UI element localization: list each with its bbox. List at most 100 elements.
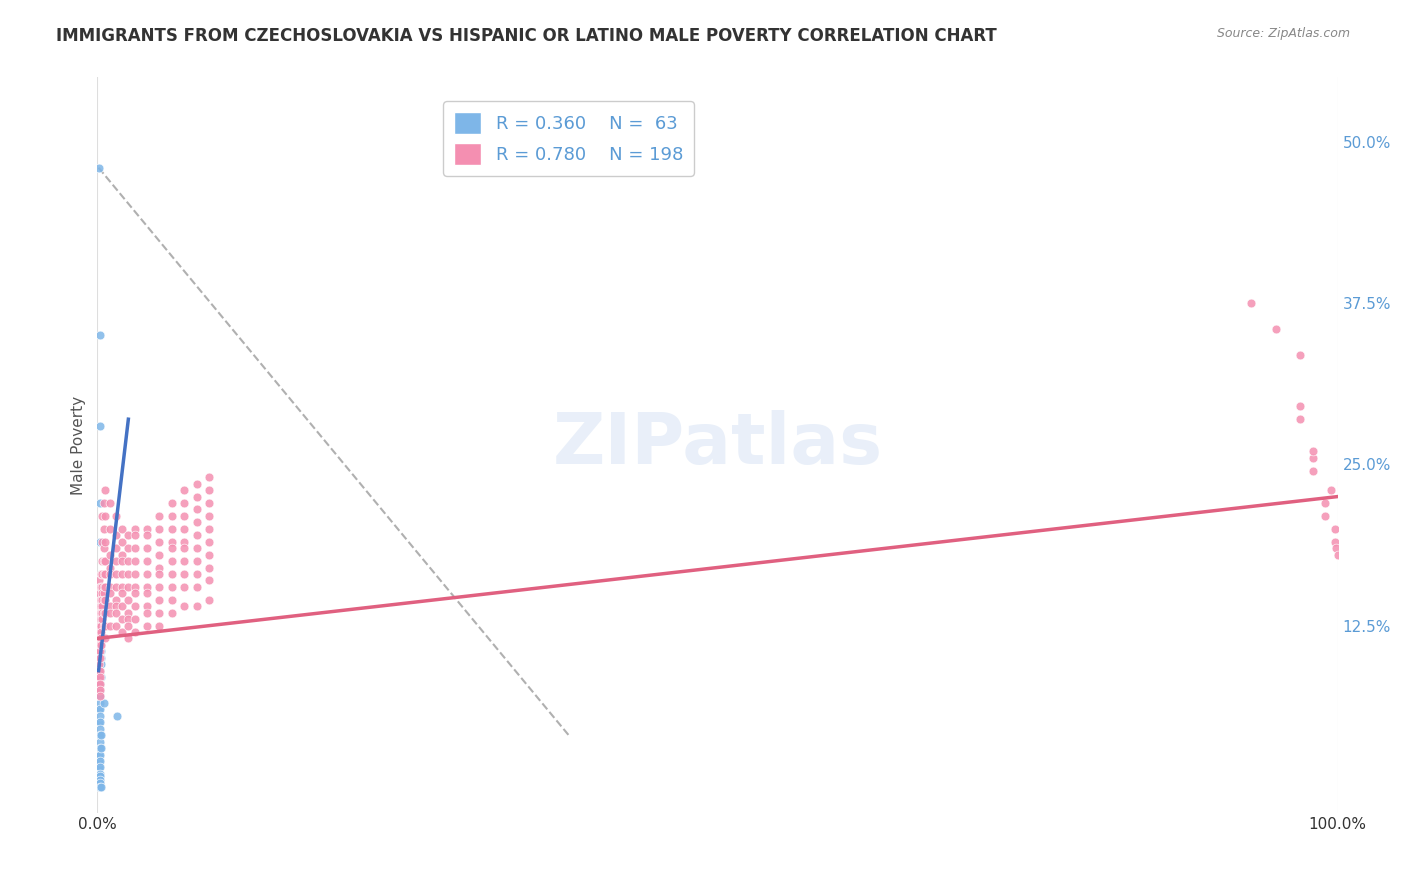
Point [1264, 322, 1286, 336]
Point [87, 632, 110, 646]
Point [87, 612, 110, 626]
Point [94, 618, 117, 632]
Point [173, 566, 195, 581]
Point [89, 612, 111, 626]
Point [186, 476, 208, 491]
Point [186, 516, 208, 530]
Point [89, 773, 111, 788]
Point [98, 496, 121, 510]
Point [89, 676, 111, 690]
Point [87, 728, 110, 742]
Point [89, 754, 111, 768]
Point [173, 483, 195, 497]
Point [87, 767, 110, 781]
Point [98, 586, 121, 600]
Point [89, 776, 111, 790]
Point [87, 638, 110, 652]
Point [89, 599, 111, 614]
Point [94, 632, 117, 646]
Point [111, 534, 134, 549]
Point [117, 541, 139, 556]
Point [93, 618, 115, 632]
Point [90, 625, 112, 640]
Point [117, 580, 139, 594]
Point [89, 650, 111, 665]
Point [89, 650, 111, 665]
Point [111, 599, 134, 614]
Point [198, 548, 221, 562]
Point [98, 599, 121, 614]
Point [160, 554, 183, 568]
Point [104, 528, 127, 542]
Point [1302, 464, 1324, 478]
Point [160, 580, 183, 594]
Point [93, 696, 115, 710]
Point [87, 161, 110, 175]
Point [91, 554, 114, 568]
Point [87, 657, 110, 672]
Point [1324, 534, 1347, 549]
Point [111, 580, 134, 594]
Point [198, 560, 221, 574]
Point [173, 580, 195, 594]
Point [104, 618, 127, 632]
Point [104, 554, 127, 568]
Point [160, 522, 183, 536]
Point [173, 541, 195, 556]
Point [124, 625, 146, 640]
Point [136, 554, 159, 568]
Point [87, 773, 110, 788]
Point [90, 644, 112, 658]
Point [89, 632, 111, 646]
Point [136, 522, 159, 536]
Point [104, 566, 127, 581]
Point [89, 696, 111, 710]
Point [89, 625, 111, 640]
Point [93, 580, 115, 594]
Point [186, 541, 208, 556]
Point [111, 612, 134, 626]
Point [89, 664, 111, 678]
Point [89, 580, 111, 594]
Point [89, 715, 111, 730]
Point [87, 780, 110, 794]
Point [87, 683, 110, 698]
Point [198, 592, 221, 607]
Point [93, 554, 115, 568]
Point [160, 606, 183, 620]
Point [160, 592, 183, 607]
Point [90, 657, 112, 672]
Point [89, 580, 111, 594]
Text: IMMIGRANTS FROM CZECHOSLOVAKIA VS HISPANIC OR LATINO MALE POVERTY CORRELATION CH: IMMIGRANTS FROM CZECHOSLOVAKIA VS HISPAN… [56, 27, 997, 45]
Point [124, 599, 146, 614]
Point [87, 702, 110, 716]
Point [89, 683, 111, 698]
Point [89, 644, 111, 658]
Point [173, 534, 195, 549]
Point [89, 728, 111, 742]
Point [198, 470, 221, 484]
Point [89, 534, 111, 549]
Point [98, 548, 121, 562]
Point [186, 490, 208, 504]
Point [87, 586, 110, 600]
Point [186, 502, 208, 516]
Point [148, 548, 170, 562]
Point [89, 734, 111, 748]
Point [136, 618, 159, 632]
Point [90, 728, 112, 742]
Point [90, 670, 112, 684]
Point [117, 612, 139, 626]
Point [117, 566, 139, 581]
Point [1289, 348, 1312, 362]
Point [87, 664, 110, 678]
Point [136, 528, 159, 542]
Point [104, 508, 127, 523]
Point [90, 638, 112, 652]
Point [148, 592, 170, 607]
Point [111, 554, 134, 568]
Point [136, 599, 159, 614]
Point [148, 566, 170, 581]
Point [90, 566, 112, 581]
Point [186, 566, 208, 581]
